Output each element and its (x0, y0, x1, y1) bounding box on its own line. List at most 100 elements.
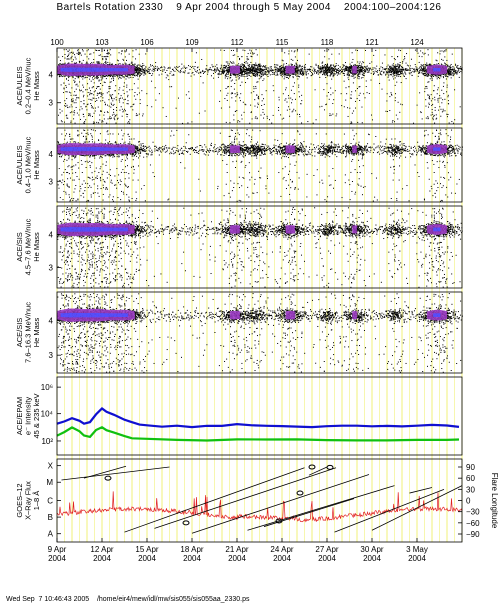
he-count-point (296, 67, 298, 69)
he-density-core (110, 68, 112, 72)
he-count-point (68, 91, 70, 93)
he-count-point (269, 70, 271, 72)
he-count-point (138, 92, 140, 94)
he-count-point (252, 66, 254, 68)
he-count-point (323, 89, 325, 91)
he-count-point (220, 66, 222, 68)
he-count-point (247, 53, 249, 55)
he-count-point (329, 74, 331, 76)
he-density-core (114, 68, 117, 72)
he-count-point (293, 51, 295, 53)
he-count-point (69, 75, 71, 77)
he-count-point (267, 75, 269, 77)
he-count-point (143, 64, 145, 66)
he-count-point (167, 67, 169, 69)
he-count-point (137, 67, 139, 69)
he-count-point (274, 66, 276, 68)
he-count-point (79, 109, 81, 111)
he-count-point (123, 99, 125, 101)
he-count-point (138, 53, 140, 55)
he-count-point (76, 112, 78, 114)
he-count-point (144, 71, 146, 73)
he-count-point (237, 74, 239, 76)
he-count-point (255, 85, 257, 87)
he-count-point (331, 68, 333, 70)
he-count-point (322, 74, 324, 76)
he-count-point (105, 56, 107, 58)
he-count-point (323, 65, 325, 67)
he-count-point (257, 64, 259, 66)
he-count-point (217, 69, 219, 71)
he-count-point (102, 77, 104, 79)
he-count-point (141, 65, 143, 67)
he-count-point (223, 71, 225, 73)
he-count-point (96, 99, 98, 101)
he-count-point (293, 108, 295, 110)
he-count-point (250, 75, 252, 77)
he-count-point (263, 65, 265, 67)
he-count-point (117, 118, 119, 120)
he-count-point (256, 71, 258, 73)
he-count-point (247, 65, 249, 67)
he-count-point (85, 119, 87, 121)
he-count-point (328, 68, 330, 70)
he-count-point (242, 68, 244, 70)
he-count-point (90, 53, 92, 55)
he-count-point (109, 81, 111, 83)
he-count-point (181, 63, 183, 65)
he-count-point (86, 56, 88, 58)
he-count-point (328, 98, 330, 100)
he-count-point (104, 61, 106, 63)
he-count-point (245, 69, 247, 71)
he-count-point (252, 66, 254, 68)
he-count-point (305, 73, 307, 75)
he-count-point (78, 51, 80, 53)
he-count-point (217, 76, 219, 78)
he-count-point (63, 75, 65, 77)
he-count-point (331, 72, 333, 74)
he-count-point (325, 66, 327, 68)
he-count-point (320, 70, 322, 72)
he-count-point (115, 122, 117, 124)
he-count-point (326, 71, 328, 73)
he-count-point (86, 104, 88, 106)
he-count-point (101, 56, 103, 58)
he-count-point (245, 69, 247, 71)
he-count-point (312, 122, 314, 124)
he-count-point (103, 81, 105, 83)
he-count-point (257, 64, 259, 66)
he-count-point (121, 108, 123, 110)
he-count-point (116, 74, 118, 76)
he-count-point (67, 75, 69, 77)
he-count-point (151, 80, 153, 82)
he-count-point (297, 69, 299, 71)
he-count-point (71, 75, 73, 77)
he-count-point (222, 71, 224, 73)
he-count-point (124, 50, 126, 52)
he-count-point (78, 75, 80, 77)
he-count-point (128, 77, 130, 79)
he-count-point (67, 62, 69, 64)
he-count-point (182, 71, 184, 73)
he-count-point (244, 50, 246, 52)
he-count-point (61, 121, 63, 123)
he-count-point (107, 112, 109, 114)
he-count-point (229, 61, 231, 63)
he-count-point (139, 99, 141, 101)
he-count-point (319, 67, 321, 69)
he-count-point (249, 64, 251, 66)
he-count-point (333, 68, 335, 70)
he-count-point (117, 60, 119, 62)
he-count-point (263, 103, 265, 105)
he-count-point (257, 67, 259, 69)
he-count-point (334, 66, 336, 68)
he-density-peak (289, 65, 291, 74)
he-count-point (63, 82, 65, 84)
he-count-point (256, 81, 258, 83)
he-count-point (291, 64, 293, 66)
he-count-point (231, 79, 233, 81)
he-count-point (131, 62, 133, 64)
he-count-point (85, 105, 87, 107)
he-count-point (138, 70, 140, 72)
he-count-point (239, 59, 241, 61)
